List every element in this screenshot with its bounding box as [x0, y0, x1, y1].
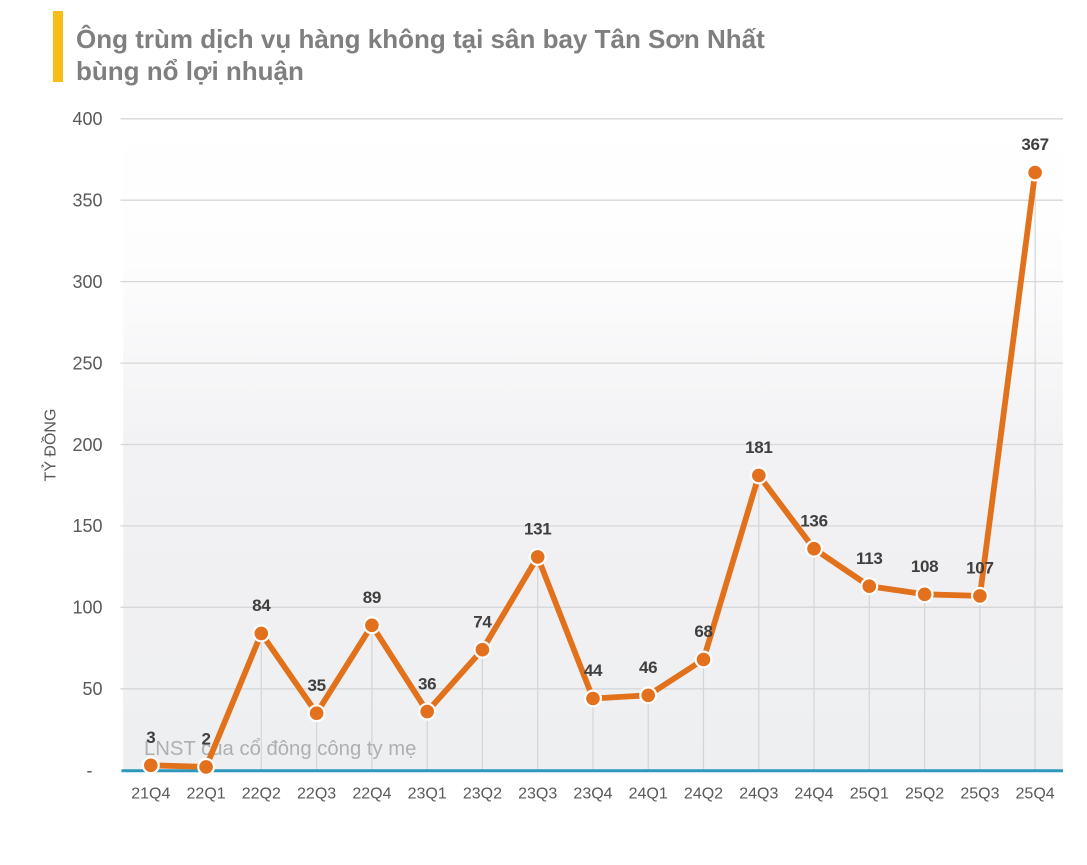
svg-text:24Q3: 24Q3	[739, 785, 778, 802]
svg-text:25Q2: 25Q2	[905, 785, 944, 802]
svg-text:36: 36	[418, 674, 436, 693]
svg-text:50: 50	[82, 679, 102, 699]
svg-text:2: 2	[202, 730, 211, 749]
svg-text:350: 350	[72, 191, 102, 211]
svg-text:108: 108	[911, 557, 938, 576]
svg-text:181: 181	[745, 438, 772, 457]
svg-text:400: 400	[72, 109, 102, 129]
svg-text:22Q3: 22Q3	[297, 785, 336, 802]
svg-text:200: 200	[72, 435, 102, 455]
svg-text:100: 100	[72, 598, 102, 618]
svg-text:25Q3: 25Q3	[960, 785, 999, 802]
svg-text:68: 68	[694, 622, 712, 641]
svg-text:84: 84	[252, 596, 271, 615]
svg-text:25Q4: 25Q4	[1016, 785, 1055, 802]
svg-text:74: 74	[473, 612, 492, 631]
svg-text:113: 113	[856, 549, 883, 568]
svg-text:150: 150	[72, 516, 102, 536]
svg-text:35: 35	[307, 676, 325, 695]
svg-text:3: 3	[146, 728, 155, 747]
svg-text:107: 107	[966, 559, 993, 578]
svg-text:22Q4: 22Q4	[352, 785, 391, 802]
svg-text:136: 136	[800, 511, 827, 530]
svg-text:131: 131	[524, 520, 551, 539]
svg-text:250: 250	[72, 353, 102, 373]
svg-text:-: -	[87, 761, 93, 781]
svg-text:46: 46	[639, 658, 657, 677]
svg-text:22Q1: 22Q1	[187, 785, 226, 802]
svg-text:22Q2: 22Q2	[242, 785, 281, 802]
svg-text:24Q4: 24Q4	[794, 785, 833, 802]
svg-text:23Q3: 23Q3	[518, 785, 557, 802]
svg-text:89: 89	[363, 588, 381, 607]
svg-text:TỶ ĐỒNG: TỶ ĐỒNG	[41, 409, 60, 482]
svg-text:LNST của cổ đông công ty mẹ: LNST của cổ đông công ty mẹ	[144, 738, 416, 760]
svg-text:23Q1: 23Q1	[408, 785, 447, 802]
svg-text:25Q1: 25Q1	[850, 785, 889, 802]
svg-text:44: 44	[584, 661, 603, 680]
svg-text:367: 367	[1021, 135, 1048, 154]
svg-text:21Q4: 21Q4	[131, 785, 170, 802]
svg-text:23Q4: 23Q4	[573, 785, 612, 802]
svg-text:24Q2: 24Q2	[684, 785, 723, 802]
svg-text:24Q1: 24Q1	[629, 785, 668, 802]
svg-text:300: 300	[72, 272, 102, 292]
svg-text:23Q2: 23Q2	[463, 785, 502, 802]
